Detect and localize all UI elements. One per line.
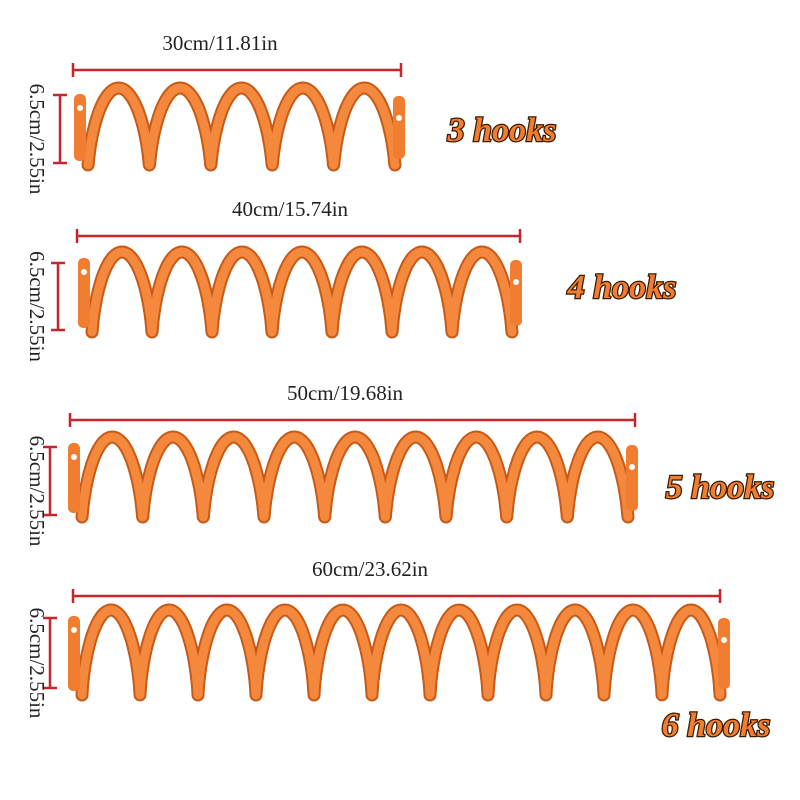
- spring-end: [393, 96, 405, 159]
- product-row: 40cm/15.74in 6.5cm/2.55in 4 hooks: [25, 197, 678, 362]
- width-label: 40cm/15.74in: [232, 197, 349, 221]
- height-label: 6.5cm/2.55in: [25, 251, 49, 362]
- mount-hole: [77, 105, 83, 111]
- mount-hole: [396, 115, 402, 121]
- product-row: 60cm/23.62in 6.5cm/2.55in 6 hooks: [25, 557, 772, 745]
- hooks-label: 6 hooks: [662, 707, 771, 744]
- mount-hole: [81, 269, 87, 275]
- height-label: 6.5cm/2.55in: [25, 84, 49, 195]
- width-label: 30cm/11.81in: [162, 31, 278, 55]
- spring: [77, 605, 725, 700]
- spring: [87, 247, 517, 337]
- spring: [77, 432, 633, 522]
- mount-hole: [71, 627, 77, 633]
- mount-hole: [513, 279, 519, 285]
- spring-shadow: [75, 603, 727, 702]
- hooks-label: 3 hooks: [447, 112, 557, 149]
- product-row: 30cm/11.81in 6.5cm/2.55in 3 hooks: [25, 31, 558, 195]
- mount-hole: [721, 637, 727, 643]
- spring-end: [510, 260, 522, 326]
- mount-hole: [629, 464, 635, 470]
- spring-end: [68, 616, 80, 691]
- spring-end: [74, 94, 86, 161]
- mount-hole: [71, 454, 77, 460]
- width-label: 60cm/23.62in: [312, 557, 429, 581]
- height-label: 6.5cm/2.55in: [25, 436, 49, 547]
- hooks-label: 5 hooks: [666, 469, 775, 506]
- spring-end: [718, 618, 730, 689]
- height-label: 6.5cm/2.55in: [25, 608, 49, 719]
- hooks-label: 4 hooks: [567, 269, 677, 306]
- spring-end: [78, 258, 90, 328]
- spring: [83, 83, 400, 170]
- spring-end: [626, 445, 638, 511]
- spring-end: [68, 443, 80, 513]
- width-label: 50cm/19.68in: [287, 381, 404, 405]
- product-row: 50cm/19.68in 6.5cm/2.55in 5 hooks: [25, 381, 776, 547]
